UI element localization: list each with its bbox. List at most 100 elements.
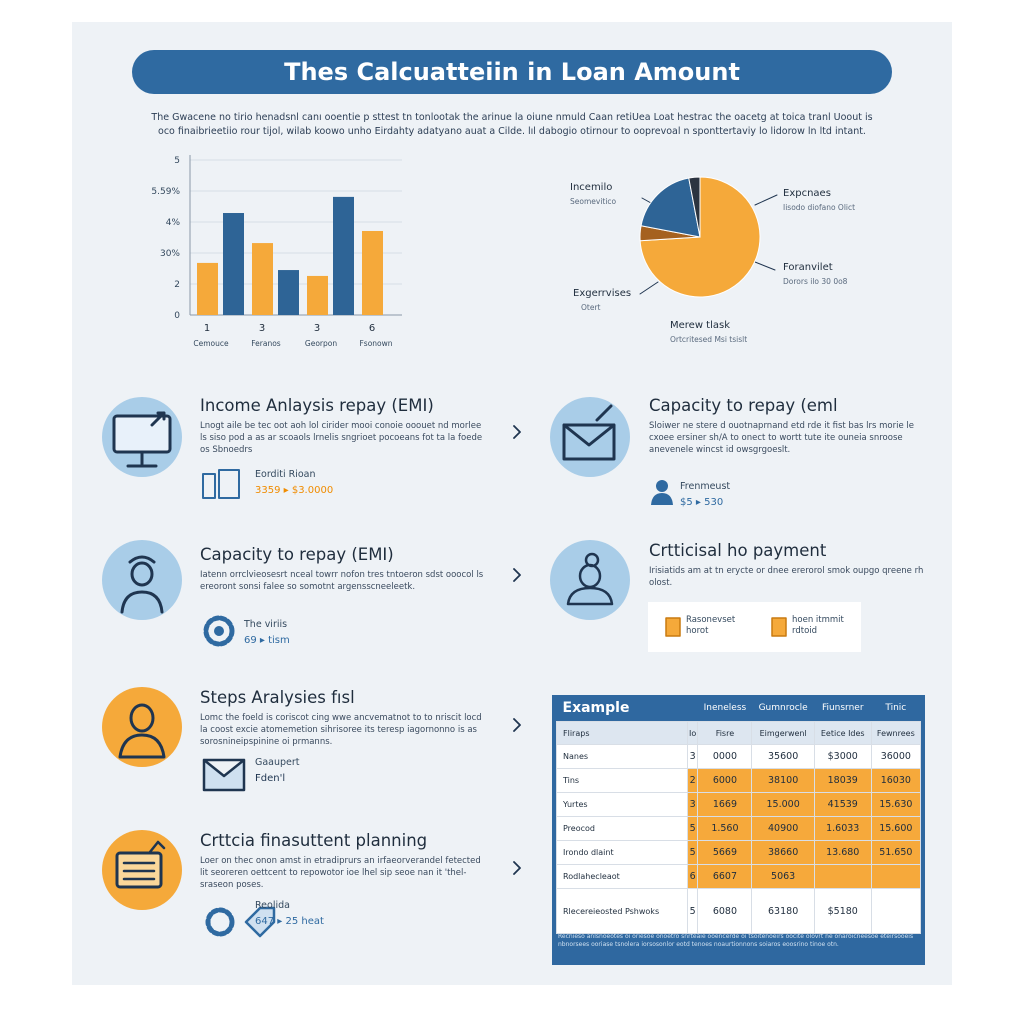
icon-circle bbox=[550, 540, 630, 620]
card-sub: Eorditi Rioan bbox=[255, 469, 316, 480]
sub-icon bbox=[214, 626, 224, 636]
table-cell: 3 bbox=[686, 792, 699, 817]
sub-icon bbox=[656, 480, 668, 492]
table-cell: 15.630 bbox=[870, 792, 922, 817]
card-body: Lnogt aile be tec oot aoh lol cirider mo… bbox=[200, 421, 483, 455]
sub-icon bbox=[651, 493, 673, 505]
table-row: Tins 2 6000 38100 18039 16030 bbox=[556, 768, 922, 793]
table-cell: 5 bbox=[686, 840, 699, 865]
table-cell: 35600 bbox=[751, 744, 815, 769]
card-value: Fden'l bbox=[255, 773, 286, 784]
table-cell: $5180 bbox=[813, 888, 872, 934]
sub-icon bbox=[203, 615, 235, 647]
card-body: Irisiatids am at tn erycte or dnee erero… bbox=[649, 566, 924, 588]
sub-icon bbox=[205, 907, 235, 937]
column-subheader: Eetice Ides bbox=[813, 721, 872, 745]
card-sub: The viriis bbox=[244, 619, 288, 630]
pie-annotation-caption: Iisodo diofano Olict bbox=[783, 203, 855, 212]
table-cell: 41539 bbox=[813, 792, 872, 817]
table-cell: 15.000 bbox=[751, 792, 815, 817]
y-tick-label: 4% bbox=[166, 218, 181, 228]
icon-circle bbox=[102, 687, 182, 767]
table-cell: 6 bbox=[686, 864, 699, 889]
bar bbox=[278, 270, 299, 315]
pie-annotation: Foranvilet bbox=[783, 262, 833, 273]
sub-icon bbox=[202, 469, 240, 499]
pie-annotation: Expcnaes bbox=[783, 188, 831, 199]
table-grid: Example Ineneless Gumnrocle Fiunsrner Tinic F… bbox=[556, 695, 922, 934]
icon-circle bbox=[102, 540, 182, 620]
pie-slice bbox=[688, 176, 701, 238]
pie-annotation-caption: Ortcritesed Msi tsislt bbox=[670, 335, 747, 344]
sub-icon bbox=[665, 617, 787, 637]
icon-circle bbox=[550, 397, 630, 477]
pie-annotation-caption: Otert bbox=[581, 303, 601, 312]
table-cell: 15.600 bbox=[870, 816, 922, 841]
sub-icon bbox=[244, 906, 276, 938]
table-row: Preocod 5 1.560 40900 1.6033 15.600 bbox=[556, 816, 922, 841]
pie-annotation-caption: Seomevitico bbox=[570, 197, 617, 206]
data-table: Example Ineneless Gumnrocle Fiunsrner Tinic F… bbox=[552, 695, 925, 965]
table-cell: 1669 bbox=[697, 792, 753, 817]
table-cell: 1.6033 bbox=[813, 816, 872, 841]
table-cell: 6000 bbox=[697, 768, 753, 793]
column-header: Tinic bbox=[871, 695, 921, 722]
x-caption: Fsonown bbox=[359, 339, 392, 348]
table-cell: 63180 bbox=[751, 888, 815, 934]
y-tick-label: 5.59% bbox=[151, 187, 180, 197]
column-header: Fiunsrner bbox=[814, 695, 872, 722]
table-cell: 6607 bbox=[697, 864, 753, 889]
table-cell: 5063 bbox=[751, 864, 815, 889]
table-cell: Yurtes bbox=[556, 792, 688, 817]
card-title: Capacity to repay (eml bbox=[649, 396, 838, 415]
pie-annotation-caption: Dorors ilo 30 0o8 bbox=[783, 277, 848, 286]
card-value: 647 ▸ 25 heat bbox=[255, 916, 324, 927]
table-cell: Irondo dlaint bbox=[556, 840, 688, 865]
table-cell: 0000 bbox=[697, 744, 753, 769]
column-subheader: Eimgerwenl bbox=[751, 721, 815, 745]
icon-person bbox=[118, 703, 166, 759]
column-header: Ineneless bbox=[697, 695, 752, 722]
table-row: Rodlahecleaot 6 6607 5063 bbox=[556, 864, 922, 889]
intro-line: The Gwacene no tirio henadsnl canı ooent… bbox=[151, 112, 873, 123]
x-tick-label: 6 bbox=[369, 323, 375, 334]
x-tick-label: 1 bbox=[204, 323, 210, 334]
column-subheader: Fewnrees bbox=[870, 721, 922, 745]
y-tick-label: 0 bbox=[174, 311, 180, 321]
table-cell: 38660 bbox=[751, 840, 815, 865]
table-cell: 13.680 bbox=[813, 840, 872, 865]
table-row: Yurtes 3 1669 15.000 41539 15.630 bbox=[556, 792, 922, 817]
card-title: Crtticisal ho payment bbox=[649, 541, 827, 560]
x-tick-label: 3 bbox=[259, 323, 265, 334]
table-row: Rlecereieosted Pshwoks 5 6080 63180 $5180 bbox=[556, 888, 922, 934]
table-cell-empty bbox=[870, 864, 922, 889]
card-body: Loer on thec onon amst in etradiprurs an… bbox=[200, 856, 481, 890]
title-bar: Thes Calcuatteiin in Loan Amount bbox=[132, 50, 892, 94]
column-header: Gumnrocle bbox=[751, 695, 815, 722]
card-body: Lomc the foeld is coriscot cing wwe ancv… bbox=[200, 713, 482, 747]
table-cell: 40900 bbox=[751, 816, 815, 841]
card-title: Income Anlaysis repay (EMI) bbox=[200, 396, 434, 415]
icon-monitor bbox=[112, 414, 172, 454]
pie-annotation: Incemilo bbox=[570, 182, 612, 193]
table-cell: 1.560 bbox=[697, 816, 753, 841]
table-cell: 2 bbox=[686, 768, 699, 793]
y-tick-label: 30% bbox=[160, 249, 180, 259]
subheader-row: Fliraps Io Fisre Eimgerwenl Eetice Ides Fewnr… bbox=[556, 721, 922, 745]
chevron bbox=[513, 425, 521, 875]
x-tick-label: 3 bbox=[314, 323, 320, 334]
table-footnote: Recnieso anlsnoeotes oi oriesoe onoetro … bbox=[558, 933, 914, 948]
card-sub: Frenmeust bbox=[680, 481, 731, 492]
table-cell: 3 bbox=[686, 744, 699, 769]
icon-person bbox=[120, 555, 164, 614]
table-cell: 18039 bbox=[813, 768, 872, 793]
table-cell: 16030 bbox=[870, 768, 922, 793]
table-cell: Preocod bbox=[556, 816, 688, 841]
x-caption: Feranos bbox=[251, 339, 281, 348]
sub-icon bbox=[202, 758, 246, 792]
y-tick-label: 2 bbox=[174, 280, 180, 290]
table-cell-empty bbox=[870, 888, 922, 934]
bar bbox=[197, 262, 218, 315]
